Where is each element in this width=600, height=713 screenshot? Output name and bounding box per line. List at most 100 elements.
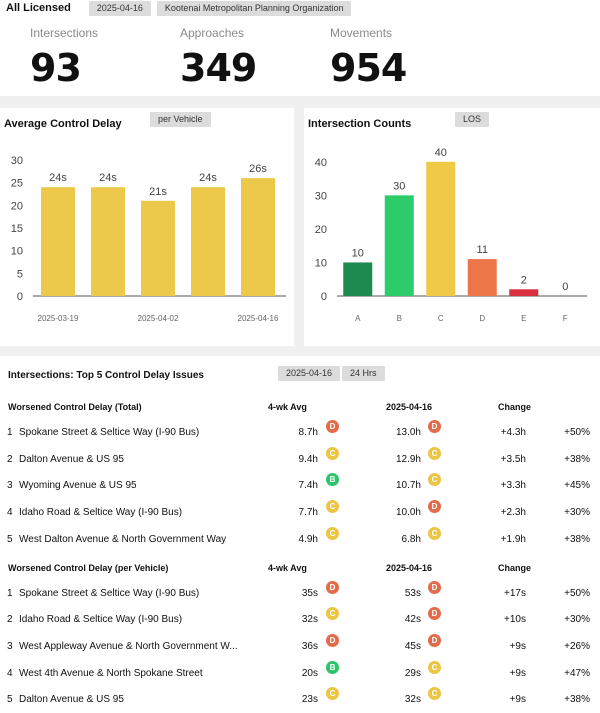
los-badge-current: C	[428, 660, 441, 674]
col-header-date: 2025-04-16	[386, 562, 433, 573]
table-row[interactable]: 4 West 4th Avenue & North Spokane Street 2…	[0, 660, 600, 687]
x-tick-label: 2025-04-02	[138, 314, 179, 323]
row-rank: 1	[7, 587, 13, 599]
los-badge-avg: C	[326, 607, 339, 621]
bar-data-label: 24s	[49, 172, 67, 184]
row-rank: 5	[7, 694, 13, 706]
row-rank: 4	[7, 507, 13, 519]
bar	[467, 259, 497, 296]
bar	[141, 200, 175, 296]
los-badge-current: C	[428, 687, 441, 701]
change-percent: +30%	[564, 614, 590, 626]
group-header: Worsened Control Delay (Total) 4-wk Avg 20…	[0, 394, 600, 420]
intersection-name: West Appleway Avenue & North Government …	[19, 640, 238, 652]
los-badge-avg: C	[326, 687, 339, 701]
counts-chart-panel: Intersection Counts LOS 0 10 20 30 40 10 A 30 B 4…	[304, 108, 600, 346]
y-tick-label: 30	[11, 155, 23, 167]
bar	[191, 187, 225, 296]
change-value: +9s	[509, 694, 526, 706]
bar	[343, 262, 373, 296]
los-badge-current: C	[428, 526, 441, 540]
bar-data-label: 30	[393, 180, 405, 192]
current-value: 32s	[404, 694, 421, 706]
avg-value: 36s	[301, 640, 318, 652]
current-value: 45s	[404, 640, 421, 652]
delay-chart-title: Average Control Delay	[4, 118, 122, 130]
date-chip[interactable]: 2025-04-16	[88, 0, 151, 16]
row-rank: 3	[7, 480, 13, 492]
avg-value: 9.4h	[298, 453, 318, 465]
table-row[interactable]: 2 Idaho Road & Seltice Way (I-90 Bus) 32s C…	[0, 607, 600, 633]
col-header-avg: 4-wk Avg	[268, 562, 307, 573]
col-header-avg: 4-wk Avg	[268, 402, 307, 412]
change-value: +1.9h	[500, 533, 526, 545]
los-badge-current: D	[428, 580, 441, 594]
change-value: +4.3h	[500, 427, 526, 438]
table-chips: 2025-04-16 24 Hrs	[278, 366, 385, 381]
table-row[interactable]: 1 Spokane Street & Seltice Way (I-90 Bus)…	[0, 420, 600, 446]
y-tick-label: 0	[321, 291, 327, 303]
delay-bar-chart: 0 5 10 15 20 25 30 24s 2025-03-19 24s 21s 2025-04-0…	[11, 155, 286, 323]
stat-label: Movements	[330, 26, 393, 40]
stat-movements: Movements 954	[330, 26, 407, 90]
per-vehicle-chip[interactable]: per Vehicle	[150, 112, 211, 127]
y-tick-label: 30	[315, 190, 327, 202]
los-badge-avg: C	[326, 500, 339, 514]
bar-data-label: 40	[435, 147, 447, 159]
los-badge-avg: D	[326, 633, 339, 647]
change-percent: +50%	[564, 427, 590, 438]
stat-label: Intersections	[30, 26, 99, 40]
bar	[426, 161, 456, 296]
table-row[interactable]: 1 Spokane Street & Seltice Way (I-90 Bus)…	[0, 580, 600, 607]
avg-value: 35s	[301, 587, 318, 599]
counts-bar-chart: 0 10 20 30 40 10 A 30 B 40 C 11 D 2 E 0 F	[315, 147, 587, 323]
bar	[384, 195, 414, 296]
los-badge-current: D	[428, 633, 441, 647]
avg-value: 7.7h	[298, 507, 318, 519]
table-row[interactable]: 3 Wyoming Avenue & US 95 7.4h B 10.7h C +3.3h +…	[0, 473, 600, 499]
y-tick-label: 10	[11, 246, 23, 258]
x-tick-label: A	[355, 314, 361, 323]
table-row[interactable]: 5 West Dalton Avenue & North Government W…	[0, 526, 600, 553]
los-chip[interactable]: LOS	[455, 112, 490, 127]
change-percent: +50%	[564, 587, 590, 599]
change-percent: +26%	[564, 640, 590, 652]
y-tick-label: 20	[11, 200, 23, 212]
table-row[interactable]: 5 Dalton Avenue & US 95 23s C 32s C +9s +38%	[0, 687, 600, 713]
bar-data-label: 11	[477, 244, 488, 256]
bar	[509, 289, 539, 296]
los-badge-avg: D	[326, 420, 339, 433]
bar-data-label: 2	[521, 274, 527, 286]
avg-value: 7.4h	[298, 480, 318, 492]
table-date-chip[interactable]: 2025-04-16	[278, 366, 341, 381]
top-issues-table: Intersections: Top 5 Control Delay Issue…	[0, 356, 600, 713]
table-row[interactable]: 4 Idaho Road & Seltice Way (I-90 Bus) 7.7h…	[0, 500, 600, 526]
intersection-name: Idaho Road & Seltice Way (I-90 Bus)	[19, 507, 183, 519]
x-tick-label: B	[397, 314, 402, 323]
y-tick-label: 10	[315, 257, 327, 269]
change-percent: +38%	[564, 453, 590, 465]
los-badge-current: C	[428, 446, 441, 460]
x-tick-label: 2025-03-19	[38, 314, 79, 323]
table-row[interactable]: 2 Dalton Avenue & US 95 9.4h C 12.9h C +3.5h +3…	[0, 446, 600, 473]
current-value: 42s	[404, 614, 421, 626]
stat-value: 954	[330, 46, 407, 90]
change-percent: +38%	[564, 694, 590, 706]
bar-data-label: 24s	[99, 172, 117, 184]
intersection-name: Wyoming Avenue & US 95	[19, 480, 137, 492]
avg-value: 4.9h	[298, 533, 318, 545]
row-rank: 2	[7, 614, 13, 626]
change-value: +2.3h	[500, 507, 526, 519]
current-value: 6.8h	[401, 533, 421, 545]
x-tick-label: E	[521, 314, 526, 323]
current-value: 53s	[404, 587, 421, 599]
change-value: +9s	[509, 640, 526, 652]
toolbar: All Licensed 2025-04-16 Kootenai Metropo…	[6, 0, 352, 16]
change-percent: +30%	[564, 507, 590, 519]
table-period-chip[interactable]: 24 Hrs	[342, 366, 385, 381]
avg-value: 20s	[301, 667, 318, 679]
current-value: 13.0h	[395, 427, 421, 438]
table-row[interactable]: 3 West Appleway Avenue & North Government…	[0, 633, 600, 660]
organization-chip[interactable]: Kootenai Metropolitan Planning Organizat…	[156, 0, 352, 16]
